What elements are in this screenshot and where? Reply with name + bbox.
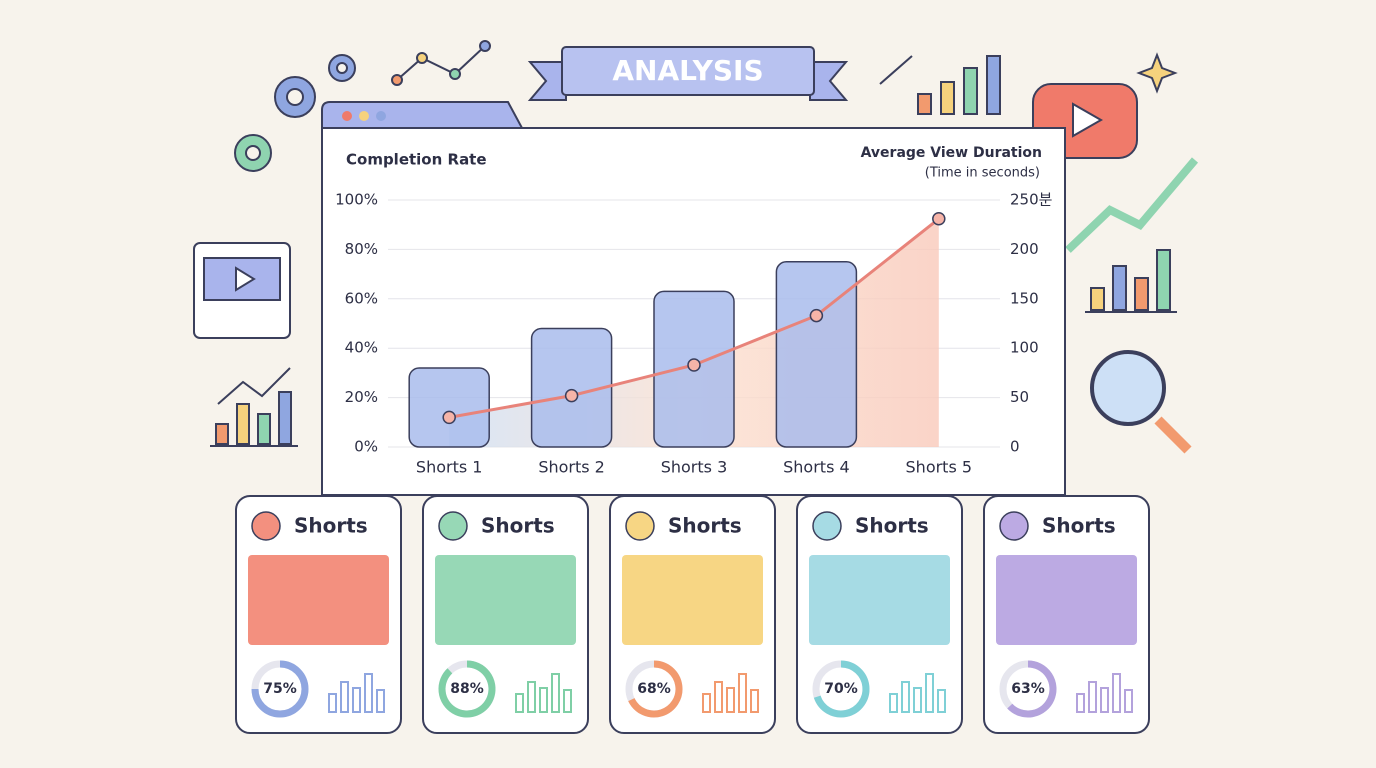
x-tick-label: Shorts 5 (906, 458, 973, 477)
deco-bar (913, 687, 922, 713)
deco-bar (527, 681, 536, 713)
bar (530, 327, 613, 448)
deco-bar (515, 693, 524, 713)
card-image (435, 555, 576, 645)
ring (251, 660, 309, 718)
banner: ANALYSIS (527, 46, 849, 101)
y2-tick-label: 150 (1010, 289, 1039, 307)
y-tick-label: 20% (345, 388, 378, 406)
bar (408, 367, 490, 448)
y-tick-label: 40% (345, 339, 378, 357)
y-tick-label: 0% (354, 438, 378, 456)
deco-bar (702, 693, 711, 713)
deco-bar (738, 673, 747, 713)
card-image (809, 555, 950, 645)
x-tick-label: Shorts 3 (661, 458, 728, 477)
y-tick-label: 100% (335, 191, 378, 209)
deco-bar (364, 673, 373, 713)
card-icon (812, 511, 842, 541)
deco-bar (340, 681, 349, 713)
deco-bar (937, 689, 946, 713)
card-icon (438, 511, 468, 541)
ring (1007, 660, 1057, 718)
card-percent: 75% (263, 681, 297, 697)
y-tick-label: 80% (345, 240, 378, 258)
card-title: Shorts (481, 514, 555, 538)
deco-bar (352, 687, 361, 713)
deco-bar (1112, 673, 1121, 713)
deco-bar (1124, 689, 1133, 713)
card-percent: 68% (637, 681, 671, 697)
y2-tick-label: 50 (1010, 388, 1029, 406)
deco-bar (1088, 681, 1097, 713)
deco-bar (1100, 687, 1109, 713)
banner-title: ANALYSIS (612, 54, 763, 87)
x-tick-label: Shorts 4 (783, 458, 850, 477)
card-image (996, 555, 1137, 645)
card-image (622, 555, 763, 645)
y2-axis-note: (Time in seconds) (925, 166, 1040, 181)
card-percent: 88% (450, 681, 484, 697)
deco-bar (726, 687, 735, 713)
x-tick-label: Shorts 2 (538, 458, 605, 477)
deco-bar (551, 673, 560, 713)
card-percent: 63% (1011, 681, 1045, 697)
ring (628, 660, 683, 718)
point (809, 308, 824, 323)
deco-bar (901, 681, 910, 713)
deco-bar (328, 693, 337, 713)
ring (438, 660, 496, 718)
x-tick-label: Shorts 1 (416, 458, 483, 477)
card-percent: 70% (824, 681, 858, 697)
point (564, 388, 579, 403)
deco-bar (563, 689, 572, 713)
point (687, 358, 701, 372)
card-icon (625, 511, 655, 541)
deco-bar (889, 693, 898, 713)
y-tick-label: 60% (345, 289, 378, 307)
deco-bar (750, 689, 759, 713)
decor (193, 40, 1199, 454)
y2-tick-label: 200 (1010, 240, 1039, 258)
deco-bar (539, 687, 548, 713)
deco-bar (714, 681, 723, 713)
deco-bar (925, 673, 934, 713)
point (442, 410, 456, 425)
ring (813, 660, 870, 718)
y2-tick-label: 250분 (1010, 191, 1053, 209)
y2-tick-label: 0 (1010, 438, 1020, 456)
card-icon (251, 511, 281, 541)
point (932, 212, 946, 226)
deco-bar (1076, 693, 1085, 713)
card-icon (999, 511, 1029, 541)
deco-bar (376, 689, 385, 713)
y-axis-title: Completion Rate (346, 151, 487, 169)
card-title: Shorts (294, 514, 368, 538)
card-image (248, 555, 389, 645)
bar (775, 261, 858, 448)
y2-tick-label: 100 (1010, 339, 1039, 357)
card-title: Shorts (1042, 514, 1116, 538)
card-title: Shorts (855, 514, 929, 538)
card-title: Shorts (668, 514, 742, 538)
y2-axis-title: Average View Duration (861, 145, 1042, 161)
